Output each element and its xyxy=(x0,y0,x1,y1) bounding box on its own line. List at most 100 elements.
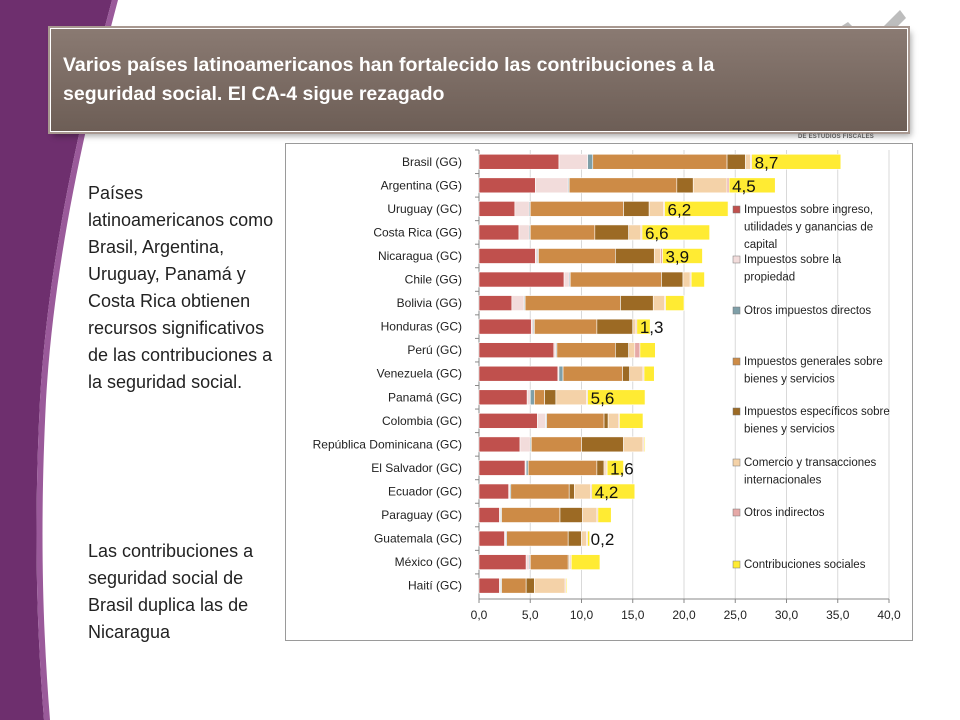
y-category-label: Brasil (GG) xyxy=(402,155,462,169)
bar-segment xyxy=(619,413,644,429)
bar-segment xyxy=(634,342,641,358)
bar-segment xyxy=(569,271,662,288)
bar-segment xyxy=(581,530,587,547)
bar-segment xyxy=(726,153,746,170)
y-category-label: Haití (GC) xyxy=(408,579,462,593)
x-tick-label: 35,0 xyxy=(826,608,850,622)
y-category-label: El Salvador (GC) xyxy=(371,461,462,475)
bar-segment xyxy=(567,530,582,547)
bar-segment xyxy=(526,389,531,406)
bar-segment xyxy=(751,153,842,170)
x-tick-label: 25,0 xyxy=(724,608,748,622)
bar-segment xyxy=(537,413,546,429)
bar-segment xyxy=(639,342,656,358)
bar-segment xyxy=(620,295,654,311)
x-tick-label: 5,0 xyxy=(522,608,539,622)
logo-text: DE ESTUDIOS FISCALES xyxy=(798,134,875,140)
data-label: 0,2 xyxy=(591,530,615,549)
x-tick-label: 40,0 xyxy=(877,608,901,622)
page-title: Varios países latinoamericanos han forta… xyxy=(63,54,715,105)
legend-swatch xyxy=(732,508,741,517)
bar-segment xyxy=(478,577,500,594)
x-tick-label: 15,0 xyxy=(621,608,645,622)
bar-segment xyxy=(501,577,527,594)
bar-segment xyxy=(728,177,776,194)
bar-segment xyxy=(506,530,569,547)
bar-segment xyxy=(660,248,663,264)
y-category-label: Venezuela (GC) xyxy=(377,367,462,381)
x-tick-label: 10,0 xyxy=(570,608,594,622)
legend-swatch xyxy=(732,255,741,264)
bar-segment xyxy=(596,460,605,476)
bar-segment xyxy=(565,577,568,594)
bar-segment xyxy=(544,389,557,406)
data-label: 1,3 xyxy=(640,318,664,337)
bar-segment xyxy=(478,224,520,241)
bar-segment xyxy=(530,318,534,335)
bar-segment xyxy=(641,224,710,241)
bar-segment xyxy=(478,413,538,429)
bar-segment xyxy=(665,295,685,311)
bar-segment xyxy=(478,436,521,453)
bar-segment xyxy=(478,271,565,288)
data-label: 6,6 xyxy=(645,224,669,243)
bar-segment xyxy=(615,248,655,264)
bar-segment xyxy=(555,389,587,406)
bar-segment xyxy=(478,153,560,170)
bar-segment xyxy=(615,342,629,358)
bar-segment xyxy=(529,389,535,406)
bar-segment xyxy=(525,554,530,570)
legend-entry: Impuestos sobre la propiedad xyxy=(744,254,842,284)
y-category-label: México (GC) xyxy=(395,555,462,569)
bar-segment xyxy=(643,365,655,382)
data-label: 4,5 xyxy=(732,177,756,196)
bar-segment xyxy=(535,248,538,264)
bar-segment xyxy=(568,483,575,500)
bar-segment xyxy=(652,295,665,311)
bar-segment xyxy=(582,507,598,523)
bar-segment xyxy=(623,436,644,453)
x-tick-label: 30,0 xyxy=(775,608,799,622)
bar-segment xyxy=(556,342,616,358)
bar-segment xyxy=(527,460,598,476)
title-banner: Varios países latinoamericanos han forta… xyxy=(50,28,908,132)
bar-segment xyxy=(525,577,535,594)
stacked-bar-chart: 0,0 5,0 10,0 15,0 20,0 25,0 30,0 35,0 40,0 Brasil… xyxy=(285,143,913,641)
bar-segment xyxy=(478,365,559,382)
bar-segment xyxy=(676,177,694,194)
bar-segment xyxy=(534,318,598,335)
bar-segment xyxy=(562,365,623,382)
y-category-label: Guatemala (GC) xyxy=(374,532,462,546)
bar-segment xyxy=(478,460,526,476)
bar-segment xyxy=(524,295,621,311)
legend-entry: Contribuciones sociales xyxy=(744,559,866,571)
bar-segment xyxy=(606,460,624,476)
bar-segment xyxy=(511,295,525,311)
bar-segment xyxy=(661,271,684,288)
bar-segment xyxy=(632,318,637,335)
bar-segment xyxy=(478,248,536,264)
bar-segment xyxy=(587,389,646,406)
bar-segment xyxy=(534,389,545,406)
bar-segment xyxy=(587,153,594,170)
bar-segment xyxy=(530,436,582,453)
legend-entry: Impuestos generales sobre bienes y servic… xyxy=(744,356,883,386)
bar-segment xyxy=(648,201,664,217)
bar-segment xyxy=(514,201,530,217)
bar-segment xyxy=(653,248,661,264)
bar-segment xyxy=(538,248,616,264)
bar-segment xyxy=(597,507,612,523)
bar-segment xyxy=(478,318,532,335)
legend-swatch xyxy=(732,560,741,569)
bar-segment xyxy=(558,153,588,170)
bar-segment xyxy=(592,153,728,170)
y-category-label: Uruguay (GC) xyxy=(387,202,462,216)
legend-swatch xyxy=(732,306,741,315)
bar-segment xyxy=(510,483,570,500)
bar-segment xyxy=(587,530,590,547)
bar-segment xyxy=(664,201,729,217)
legend-swatch xyxy=(732,458,741,467)
y-category-label: Chile (GG) xyxy=(405,273,462,287)
bar-segment xyxy=(519,436,531,453)
bar-segment xyxy=(690,271,705,288)
